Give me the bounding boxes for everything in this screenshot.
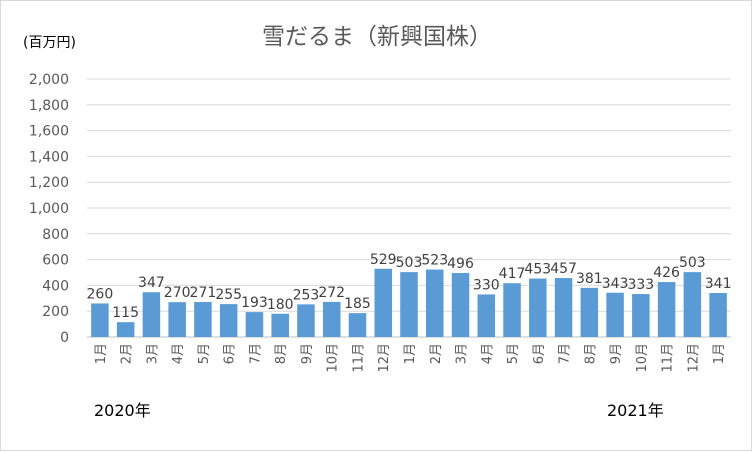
- data-label: 503: [679, 255, 706, 271]
- y-tick-label: 1,400: [29, 149, 69, 165]
- bar: [709, 293, 727, 337]
- bar: [529, 278, 547, 337]
- data-label: 253: [293, 287, 320, 303]
- x-tick-label: 9月: [609, 343, 624, 364]
- x-tick-label: 5月: [197, 343, 212, 364]
- x-tick-label: 4月: [480, 343, 495, 364]
- data-label: 381: [576, 271, 603, 287]
- bar: [451, 273, 470, 337]
- data-label: 333: [627, 277, 654, 293]
- x-tick-label: 10月: [635, 343, 650, 373]
- data-label: 330: [473, 277, 500, 293]
- y-tick-label: 400: [42, 278, 69, 294]
- y-tick-label: 0: [60, 330, 69, 346]
- x-tick-label: 1月: [403, 343, 418, 364]
- x-tick-label: 11月: [351, 343, 366, 373]
- x-tick-label: 7月: [558, 343, 573, 364]
- year-label: 2021年: [607, 401, 664, 420]
- x-tick-label: 6月: [532, 343, 547, 364]
- x-tick-label: 12月: [377, 343, 392, 373]
- x-tick-label: 9月: [300, 343, 315, 364]
- x-tick-label: 3月: [455, 343, 470, 364]
- bar: [142, 292, 161, 337]
- data-label: 255: [215, 287, 242, 303]
- x-tick-label: 8月: [583, 343, 598, 364]
- bar: [271, 313, 289, 337]
- chart-title: 雪だるま（新興国株）: [262, 24, 492, 50]
- bar: [374, 268, 392, 337]
- bars: [91, 268, 727, 337]
- bar: [116, 322, 135, 337]
- bar: [683, 272, 702, 337]
- data-label: 529: [370, 252, 397, 268]
- y-tick-label: 600: [42, 253, 69, 269]
- bar: [194, 302, 212, 337]
- x-tick-label: 6月: [223, 343, 238, 364]
- data-label: 343: [602, 276, 629, 292]
- y-tick-label: 800: [42, 227, 69, 243]
- data-label: 260: [87, 286, 114, 302]
- bar: [554, 278, 573, 337]
- x-tick-label: 12月: [686, 343, 701, 373]
- data-label: 271: [190, 285, 217, 301]
- bar: [632, 294, 650, 337]
- data-label: 193: [241, 295, 268, 311]
- y-tick-label: 200: [42, 304, 69, 320]
- bar: [245, 312, 264, 337]
- data-label: 457: [550, 261, 577, 277]
- data-label: 180: [267, 297, 294, 313]
- data-label: 115: [112, 305, 139, 321]
- bar: [168, 302, 186, 337]
- x-tick-label: 4月: [171, 343, 186, 364]
- year-labels: 2020年 2021年: [94, 401, 664, 420]
- x-tick-label: 2月: [429, 343, 444, 364]
- y-axis-ticks: 0 200 400 600 800 1,000 1,200 1,400 1,600 1,800 2,…: [29, 72, 69, 346]
- x-tick-label: 7月: [248, 343, 263, 364]
- x-axis-ticks: 1月 2月 3月 4月 5月 6月 7月 8月 9月 10月 11月 12月 1月 2月 3月 4月 5月 6月 7…: [94, 343, 727, 373]
- data-label: 503: [396, 255, 423, 271]
- x-tick-label: 3月: [145, 343, 160, 364]
- x-tick-label: 5月: [506, 343, 521, 364]
- y-tick-label: 1,000: [29, 201, 69, 217]
- data-label: 185: [344, 296, 371, 312]
- x-tick-label: 11月: [661, 343, 676, 373]
- y-tick-label: 1,600: [29, 124, 69, 140]
- data-label: 347: [138, 275, 165, 291]
- data-label: 496: [447, 256, 474, 272]
- y-tick-label: 1,200: [29, 175, 69, 191]
- x-tick-label: 2月: [120, 343, 135, 364]
- bar: [606, 292, 624, 337]
- bar: [219, 304, 238, 337]
- year-label: 2020年: [94, 401, 151, 420]
- bar: [400, 272, 418, 337]
- data-label: 272: [318, 285, 345, 301]
- bar: [426, 269, 444, 337]
- x-tick-label: 1月: [712, 343, 727, 364]
- bar: [503, 283, 521, 337]
- bar: [297, 304, 315, 337]
- bar: [477, 294, 496, 337]
- y-tick-label: 1,800: [29, 98, 69, 114]
- x-tick-label: 1月: [94, 343, 109, 364]
- data-label: 417: [499, 266, 526, 282]
- data-label: 523: [421, 253, 448, 269]
- x-tick-label: 8月: [274, 343, 289, 364]
- bar: [580, 287, 599, 337]
- bar: [657, 282, 676, 337]
- bar: [348, 313, 367, 337]
- bar: [91, 303, 109, 337]
- data-label: 453: [524, 262, 551, 278]
- x-tick-label: 10月: [326, 343, 341, 373]
- data-label: 270: [164, 285, 191, 301]
- data-label: 426: [653, 265, 680, 281]
- data-label: 341: [705, 276, 732, 292]
- unit-label: (百万円): [23, 35, 76, 51]
- y-tick-label: 2,000: [29, 72, 69, 88]
- bar: [322, 301, 341, 337]
